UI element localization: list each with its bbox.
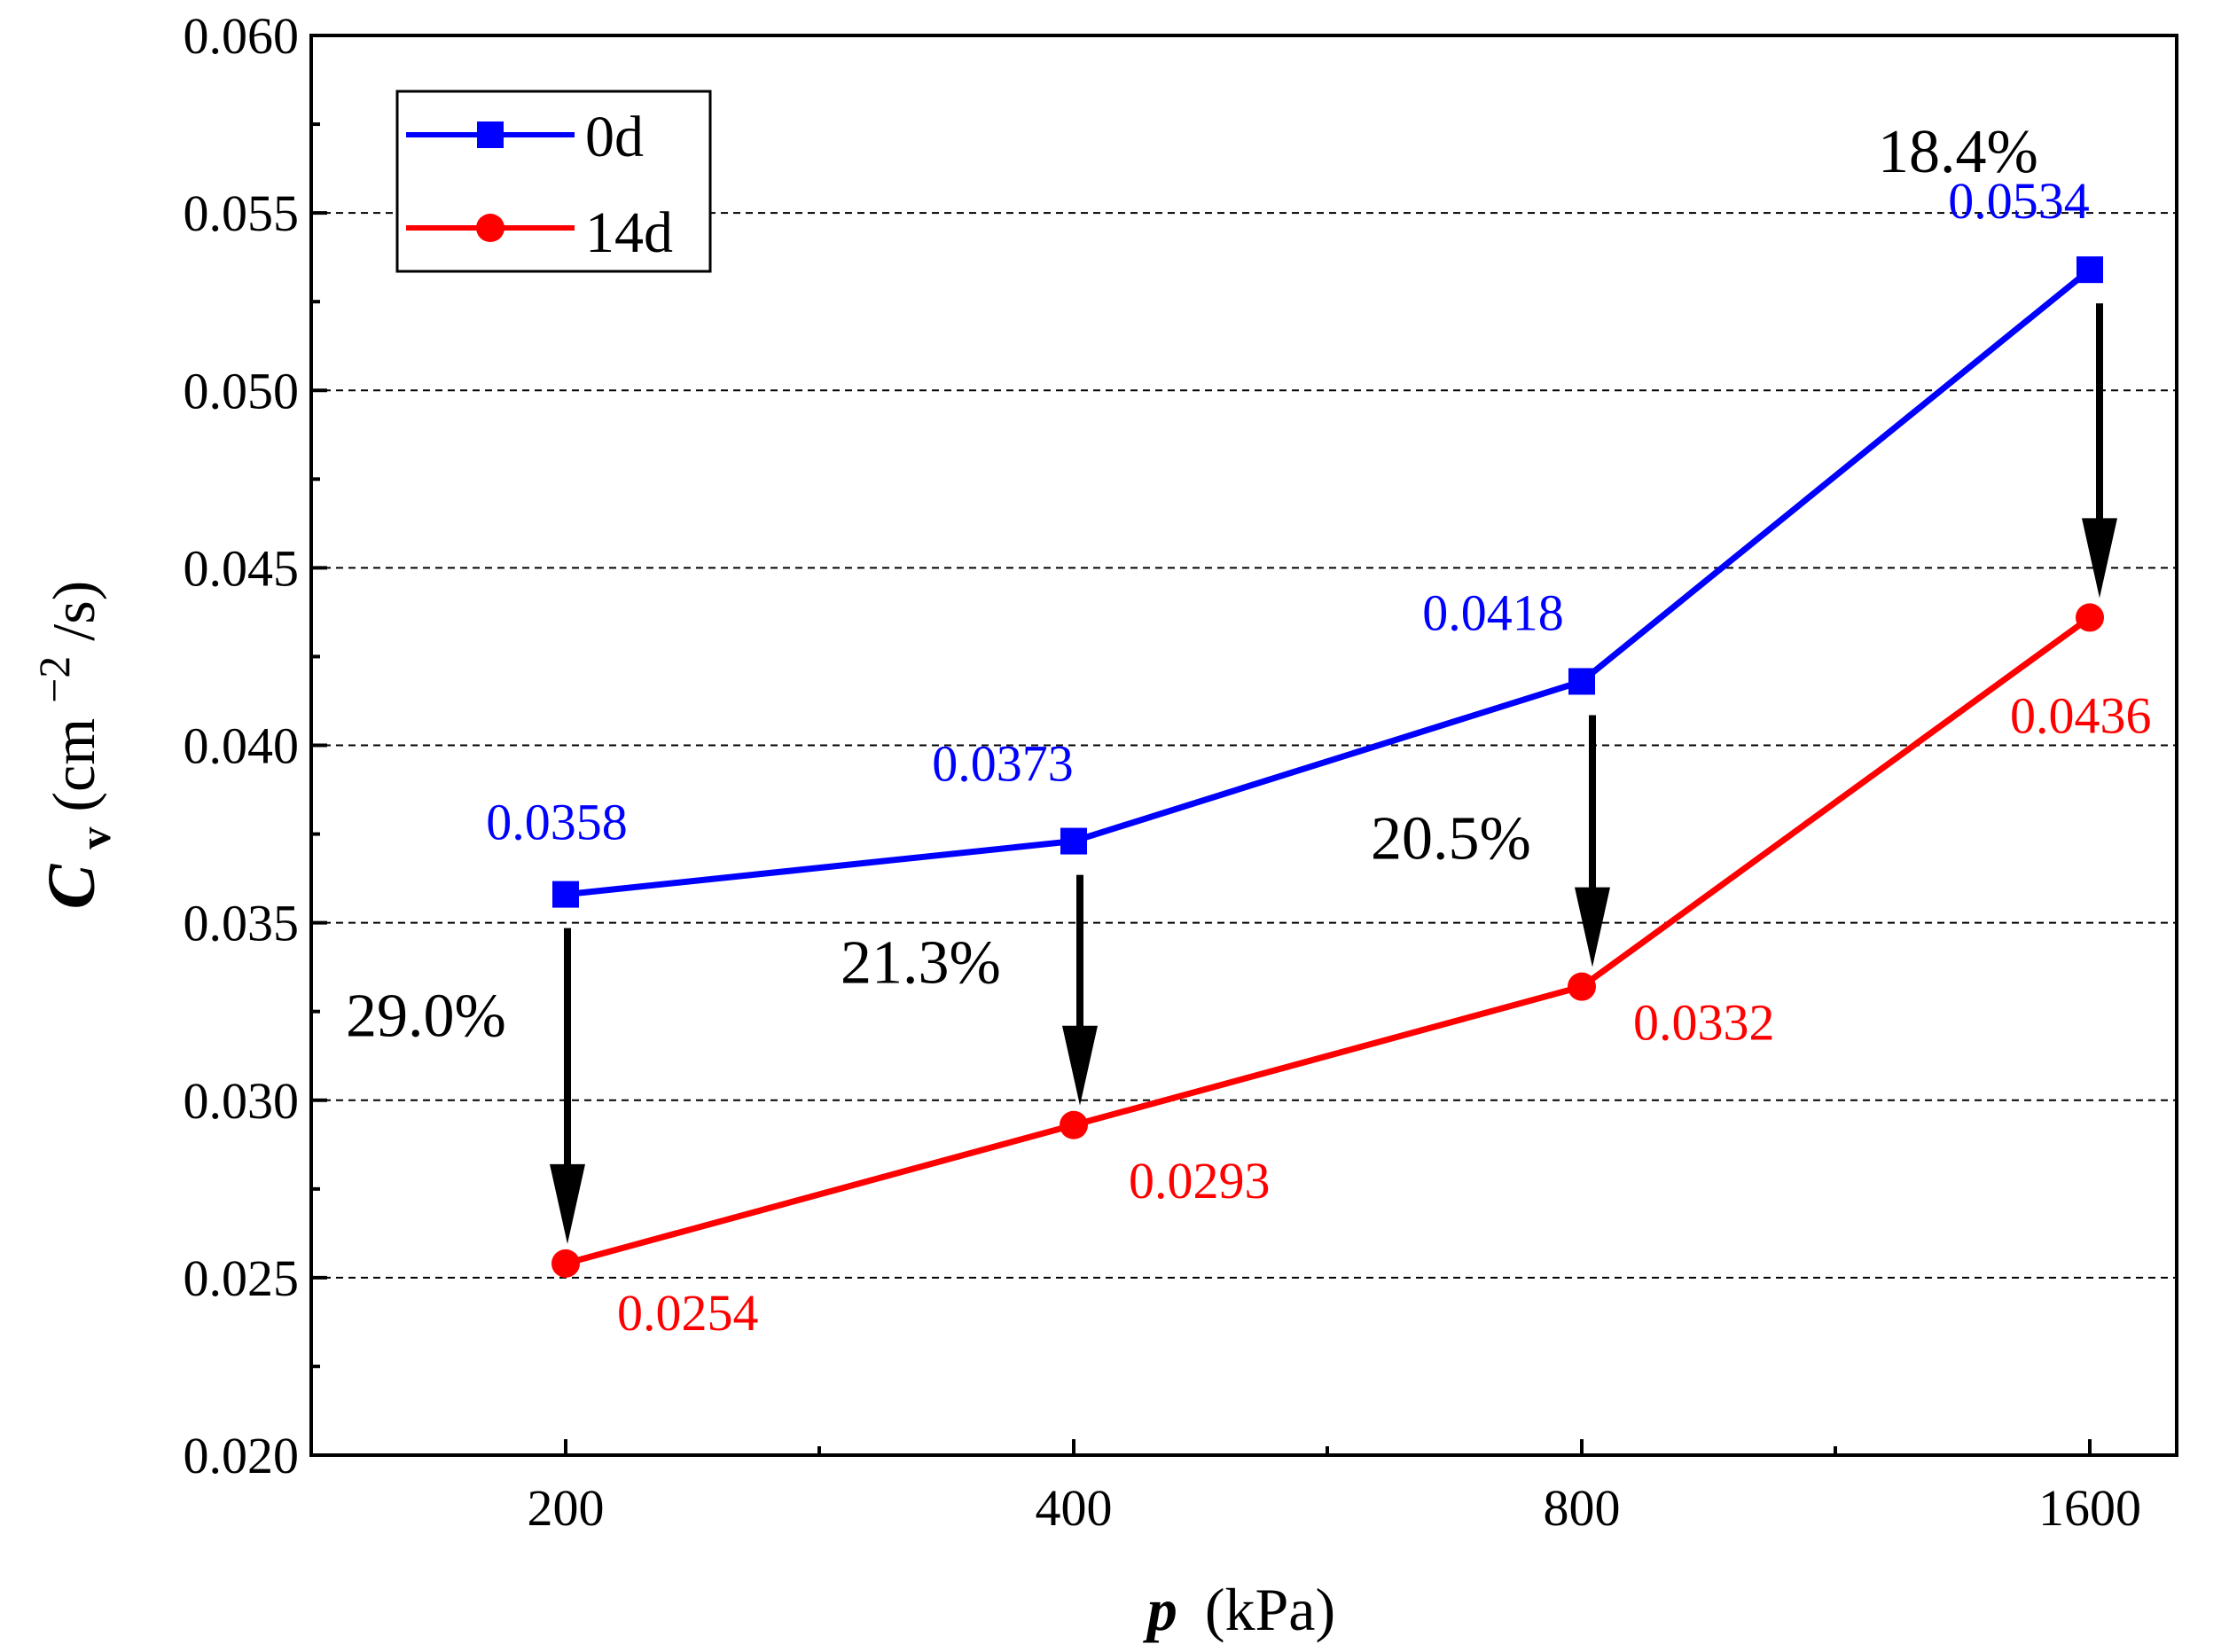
point-14d (1568, 972, 1596, 1001)
x-axis-symbol: p (1143, 1576, 1177, 1643)
data-label-0d: 0.0418 (1422, 583, 1564, 641)
data-labels: 0.0358 0.0373 0.0418 0.0534 0.0254 0.0293 0.03… (486, 172, 2151, 1342)
reduction-label: 29.0% (346, 983, 506, 1051)
y-tick-label: 0.025 (184, 1249, 300, 1307)
y-axis-unit-open: (cm (40, 718, 107, 812)
data-label-14d: 0.0293 (1129, 1152, 1271, 1210)
series-line-0d (565, 267, 2092, 898)
y-axis-subscript: v (70, 827, 120, 849)
y-axis: 0.020 0.025 0.030 0.035 0.040 0.045 0.050 0.055… (184, 7, 327, 1484)
y-tick-label: 0.040 (184, 717, 300, 775)
data-label-14d: 0.0332 (1633, 994, 1775, 1052)
point-14d (2076, 603, 2104, 632)
y-tick-label: 0.020 (184, 1427, 300, 1484)
legend-label-0d: 0d (585, 105, 644, 169)
x-tick-label: 1600 (2038, 1479, 2141, 1537)
y-tick-label: 0.035 (184, 895, 300, 952)
reduction-arrow-head (1062, 1025, 1098, 1106)
point-14d (1060, 1110, 1088, 1139)
x-axis: 200 400 800 1600 (528, 1439, 2141, 1537)
y-axis-unit-sup: −2 (29, 656, 79, 703)
data-label-14d: 0.0436 (2010, 686, 2152, 744)
y-tick-label: 0.050 (184, 362, 300, 419)
legend-marker-0d (477, 121, 504, 148)
data-label-0d: 0.0534 (1948, 172, 2090, 230)
reduction-label: 20.5% (1371, 804, 1531, 873)
x-axis-unit: (kPa) (1205, 1576, 1335, 1643)
data-label-0d: 0.0358 (486, 794, 628, 851)
point-0d (1568, 668, 1595, 695)
x-tick-label: 200 (528, 1479, 605, 1537)
grid-lines (311, 212, 2177, 1279)
series-lines (565, 267, 2092, 1267)
y-axis-title: C v (cm −2 /s) (15, 581, 123, 910)
y-tick-label: 0.030 (184, 1072, 300, 1130)
y-tick-label: 0.045 (184, 539, 300, 597)
x-tick-label: 800 (1544, 1479, 1621, 1537)
point-0d (552, 881, 579, 908)
reduction-arrow-head (1575, 887, 1610, 967)
point-0d (1060, 827, 1087, 855)
legend-label-14d: 14d (585, 200, 673, 265)
reduction-arrow-head (550, 1163, 585, 1244)
data-label-14d: 0.0254 (617, 1284, 759, 1342)
reduction-arrows: 29.0% 21.3% 20.5% 18.4% (346, 118, 2117, 1244)
y-tick-label: 0.060 (184, 7, 300, 65)
x-axis-title: p (kPa) (1143, 1576, 1335, 1643)
point-0d (2076, 256, 2103, 284)
point-14d (551, 1249, 580, 1278)
legend: 0d 14d (395, 90, 712, 273)
y-axis-unit-close: /s) (40, 581, 107, 641)
reduction-label: 18.4% (1878, 118, 2038, 186)
reduction-label: 21.3% (841, 929, 1001, 998)
data-label-0d: 0.0373 (932, 735, 1074, 793)
y-axis-symbol: C (35, 863, 109, 909)
legend-box (395, 90, 712, 273)
x-tick-label: 400 (1036, 1479, 1113, 1537)
reduction-arrow-head (2082, 518, 2117, 599)
series-line-14d (565, 615, 2092, 1267)
legend-marker-14d (476, 214, 504, 242)
y-tick-label: 0.055 (184, 184, 300, 242)
series-markers (551, 256, 2104, 1278)
